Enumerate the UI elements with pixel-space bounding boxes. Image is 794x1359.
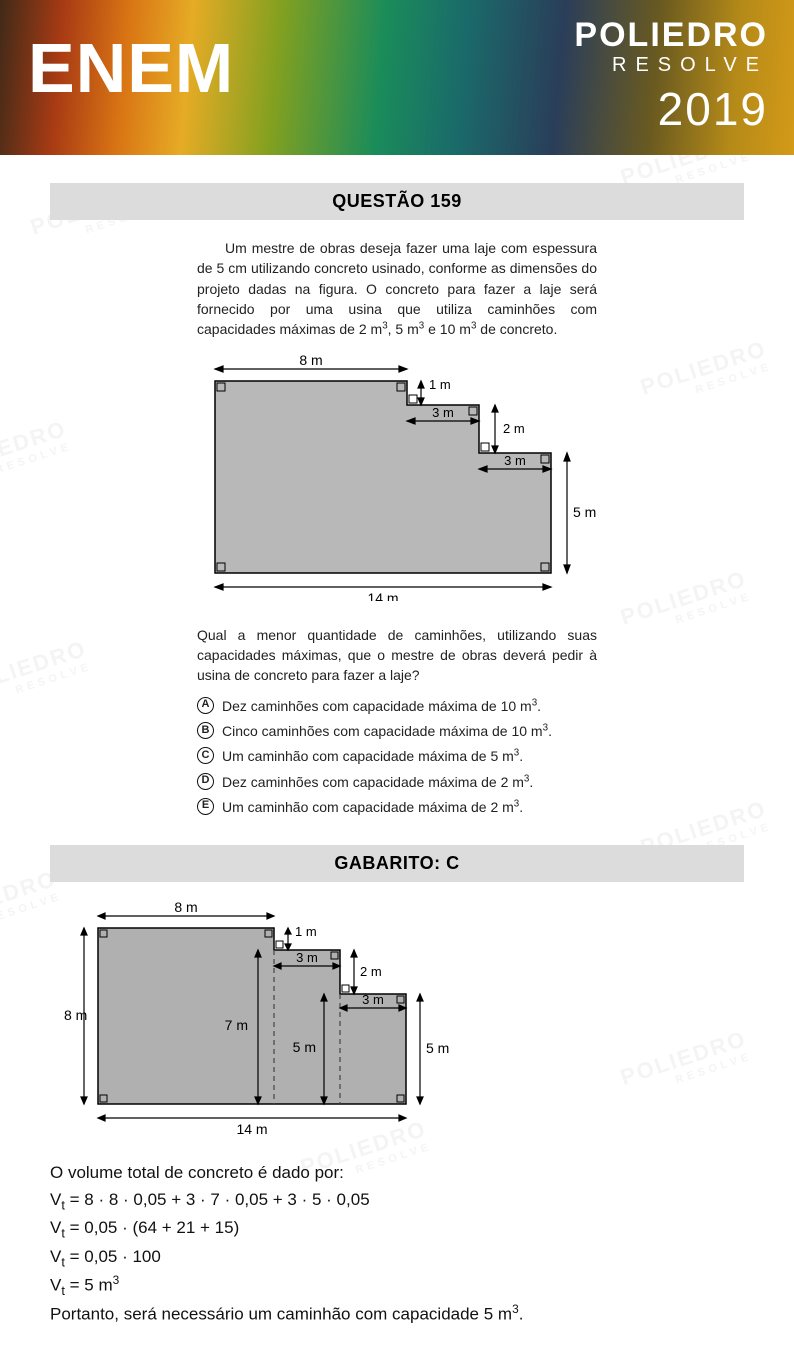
option-c: C Um caminhão com capacidade máxima de 5… bbox=[197, 746, 597, 766]
exam-title: ENEM bbox=[28, 28, 234, 108]
sol-line: Vt = 8 · 8 · 0,05 + 3 · 7 · 0,05 + 3 · 5… bbox=[50, 1187, 744, 1215]
sol-lbl-14m: 14 m bbox=[236, 1121, 267, 1137]
lbl-1m: 1 m bbox=[429, 377, 451, 392]
sol-lbl-2m: 2 m bbox=[360, 964, 382, 979]
lbl-5m: 5 m bbox=[573, 504, 596, 520]
option-d: D Dez caminhões com capacidade máxima de… bbox=[197, 772, 597, 792]
sol-lbl-5m-mid: 5 m bbox=[293, 1039, 316, 1055]
question-intro: Um mestre de obras deseja fazer uma laje… bbox=[197, 238, 597, 339]
lbl-3m-a: 3 m bbox=[432, 405, 454, 420]
sol-line: Vt = 0,05 · (64 + 21 + 15) bbox=[50, 1215, 744, 1243]
lbl-2m: 2 m bbox=[503, 421, 525, 436]
lbl-3m-b: 3 m bbox=[504, 453, 526, 468]
option-text: Dez caminhões com capacidade máxima de 1… bbox=[222, 696, 541, 716]
question-figure: 8 m 1 m 3 m bbox=[197, 351, 597, 601]
option-bullet: A bbox=[197, 697, 214, 714]
solution-figure: 8 m 8 m 1 m 3 m bbox=[50, 900, 450, 1140]
option-text: Um caminhão com capacidade máxima de 2 m… bbox=[222, 797, 523, 817]
solution-text: O volume total de concreto é dado por: V… bbox=[50, 1160, 744, 1327]
option-text: Dez caminhões com capacidade máxima de 2… bbox=[222, 772, 533, 792]
question-body: Um mestre de obras deseja fazer uma laje… bbox=[197, 238, 597, 817]
question-title-bar: QUESTÃO 159 bbox=[50, 183, 744, 220]
year: 2019 bbox=[574, 82, 768, 136]
option-bullet: D bbox=[197, 773, 214, 790]
sol-lbl-5m-r: 5 m bbox=[426, 1040, 449, 1056]
option-text: Um caminhão com capacidade máxima de 5 m… bbox=[222, 746, 523, 766]
sol-lbl-3m-b: 3 m bbox=[362, 992, 384, 1007]
lbl-top8: 8 m bbox=[299, 352, 322, 368]
option-bullet: C bbox=[197, 747, 214, 764]
answer-title-bar: GABARITO: C bbox=[50, 845, 744, 882]
sol-lbl-left8: 8 m bbox=[64, 1007, 87, 1023]
options-list: A Dez caminhões com capacidade máxima de… bbox=[197, 696, 597, 817]
brand-block: POLIEDRO RESOLVE 2019 bbox=[574, 18, 768, 136]
sol-line: Vt = 0,05 · 100 bbox=[50, 1244, 744, 1272]
lbl-14m: 14 m bbox=[367, 590, 398, 601]
question-prompt: Qual a menor quantidade de caminhões, ut… bbox=[197, 625, 597, 686]
option-e: E Um caminhão com capacidade máxima de 2… bbox=[197, 797, 597, 817]
option-bullet: B bbox=[197, 722, 214, 739]
brand-name: POLIEDRO bbox=[574, 18, 768, 52]
header-banner: ENEM POLIEDRO RESOLVE 2019 bbox=[0, 0, 794, 155]
sol-lbl-1m: 1 m bbox=[295, 924, 317, 939]
sol-lbl-top8: 8 m bbox=[174, 900, 197, 915]
sol-line: Portanto, será necessário um caminhão co… bbox=[50, 1301, 744, 1327]
option-a: A Dez caminhões com capacidade máxima de… bbox=[197, 696, 597, 716]
sol-lbl-7m: 7 m bbox=[225, 1017, 248, 1033]
option-bullet: E bbox=[197, 798, 214, 815]
option-b: B Cinco caminhões com capacidade máxima … bbox=[197, 721, 597, 741]
sol-line: O volume total de concreto é dado por: bbox=[50, 1160, 744, 1186]
option-text: Cinco caminhões com capacidade máxima de… bbox=[222, 721, 552, 741]
sol-line: Vt = 5 m3 bbox=[50, 1272, 744, 1300]
sol-lbl-3m-a: 3 m bbox=[296, 950, 318, 965]
brand-sub: RESOLVE bbox=[574, 54, 768, 76]
